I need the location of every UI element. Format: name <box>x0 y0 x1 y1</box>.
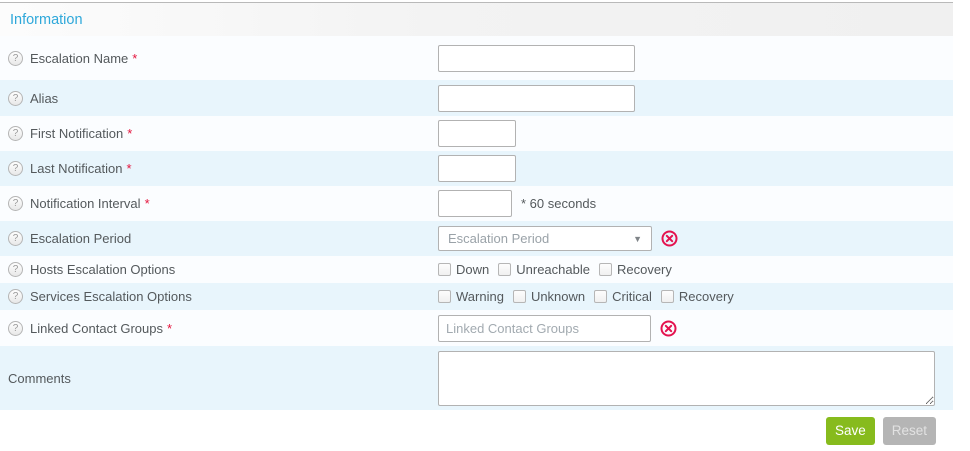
linked-contact-groups-input[interactable] <box>438 314 651 342</box>
form-row-escalation-period: ? Escalation Period Escalation Period ▼ <box>0 221 953 256</box>
unreachable-checkbox[interactable] <box>498 263 512 276</box>
alias-input[interactable] <box>438 84 635 112</box>
checkbox-label: Unreachable <box>516 262 590 277</box>
label-cell: ? Escalation Period <box>0 221 438 256</box>
panel-title: Information <box>10 11 83 28</box>
recovery-services-checkbox[interactable] <box>660 290 674 303</box>
checkbox-label: Recovery <box>616 262 672 277</box>
escalation-form-panel: Information ? Escalation Name * ? Alias … <box>0 2 953 451</box>
select-placeholder: Escalation Period <box>448 231 550 246</box>
chevron-down-icon: ▼ <box>633 233 642 244</box>
label-cell: ? First Notification * <box>0 116 438 151</box>
save-button[interactable]: Save <box>825 416 875 445</box>
label-cell: ? Last Notification * <box>0 151 438 186</box>
checkbox-recovery-hosts[interactable]: Recovery <box>598 262 672 277</box>
panel-header: Information <box>0 2 953 36</box>
label-cell: ? Escalation Name * <box>0 36 438 80</box>
help-icon[interactable]: ? <box>8 262 23 277</box>
form-row-first-notification: ? First Notification * <box>0 116 953 151</box>
form-row-hosts-escalation-options: ? Hosts Escalation Options Down Unreacha… <box>0 256 953 283</box>
help-icon[interactable]: ? <box>8 320 23 336</box>
form-row-services-escalation-options: ? Services Escalation Options Warning Un… <box>0 283 953 310</box>
field-cell: Escalation Period ▼ <box>438 221 953 256</box>
form-row-alias: ? Alias <box>0 80 953 116</box>
label-cell: ? Hosts Escalation Options <box>0 256 438 283</box>
recovery-hosts-checkbox[interactable] <box>598 263 612 276</box>
form-row-linked-contact-groups: ? Linked Contact Groups * <box>0 310 953 346</box>
first-notification-input[interactable] <box>438 120 516 147</box>
help-icon[interactable]: ? <box>8 161 23 176</box>
field-label: Alias <box>30 90 59 106</box>
checkbox-label: Recovery <box>678 289 734 304</box>
required-asterisk: * <box>144 196 150 211</box>
checkbox-label: Warning <box>456 289 504 304</box>
required-asterisk: * <box>127 126 133 141</box>
help-icon[interactable]: ? <box>8 196 23 211</box>
field-label: Services Escalation Options <box>30 289 192 304</box>
field-cell <box>438 80 953 116</box>
checkbox-unknown[interactable]: Unknown <box>512 289 586 304</box>
field-label: First Notification <box>30 126 124 141</box>
label-cell: ? Notification Interval * <box>0 186 438 221</box>
checkbox-recovery-services[interactable]: Recovery <box>660 289 734 304</box>
field-cell <box>438 151 953 186</box>
escalation-period-select[interactable]: Escalation Period ▼ <box>438 226 652 251</box>
field-label: Escalation Period <box>30 231 132 246</box>
help-icon[interactable]: ? <box>8 289 23 304</box>
form-row-comments: Comments <box>0 346 953 410</box>
form-row-escalation-name: ? Escalation Name * <box>0 36 953 80</box>
help-icon[interactable]: ? <box>8 126 23 141</box>
checkbox-label: Unknown <box>530 289 586 304</box>
field-label: Comments <box>8 370 71 386</box>
required-asterisk: * <box>132 50 138 66</box>
field-cell <box>438 346 953 410</box>
help-icon[interactable]: ? <box>8 90 23 106</box>
checkbox-warning[interactable]: Warning <box>438 289 504 304</box>
label-cell: ? Linked Contact Groups * <box>0 310 438 346</box>
last-notification-input[interactable] <box>438 155 516 182</box>
field-label: Notification Interval <box>30 196 141 211</box>
field-label: Last Notification <box>30 161 123 176</box>
field-label: Escalation Name <box>30 50 129 66</box>
label-cell: ? Services Escalation Options <box>0 283 438 310</box>
field-cell: Down Unreachable Recovery <box>438 256 953 283</box>
hosts-options-group: Down Unreachable Recovery <box>438 262 681 277</box>
required-asterisk: * <box>126 161 132 176</box>
field-cell <box>438 116 953 151</box>
label-cell: Comments <box>0 346 438 410</box>
help-icon[interactable]: ? <box>8 231 23 246</box>
form-row-notification-interval: ? Notification Interval * * 60 seconds <box>0 186 953 221</box>
form-actions: Save Reset <box>0 410 953 451</box>
label-cell: ? Alias <box>0 80 438 116</box>
warning-checkbox[interactable] <box>438 290 451 303</box>
checkbox-critical[interactable]: Critical <box>594 289 652 304</box>
reset-button[interactable]: Reset <box>882 416 936 445</box>
required-asterisk: * <box>166 320 173 336</box>
form-row-last-notification: ? Last Notification * <box>0 151 953 186</box>
clear-contact-groups-icon[interactable] <box>660 320 677 337</box>
critical-checkbox[interactable] <box>594 290 608 303</box>
field-cell: * 60 seconds <box>438 186 953 221</box>
checkbox-down[interactable]: Down <box>438 262 489 277</box>
field-cell <box>438 310 953 346</box>
comments-textarea[interactable] <box>438 350 935 406</box>
field-label: Hosts Escalation Options <box>30 262 176 277</box>
help-icon[interactable]: ? <box>8 50 23 66</box>
field-cell: Warning Unknown Critical Recovery <box>438 283 953 310</box>
clear-selection-icon[interactable] <box>661 230 678 247</box>
escalation-name-input[interactable] <box>438 44 635 72</box>
notification-interval-input[interactable] <box>438 190 512 217</box>
field-cell <box>438 36 953 80</box>
checkbox-label: Down <box>456 262 490 277</box>
unknown-checkbox[interactable] <box>512 290 526 303</box>
checkbox-label: Critical <box>612 289 652 304</box>
checkbox-unreachable[interactable]: Unreachable <box>498 262 590 277</box>
down-checkbox[interactable] <box>438 263 451 276</box>
field-label: Linked Contact Groups <box>30 320 163 336</box>
services-options-group: Warning Unknown Critical Recovery <box>438 289 743 304</box>
interval-unit-note: * 60 seconds <box>521 196 597 211</box>
